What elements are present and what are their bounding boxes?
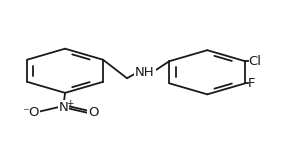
Text: ⁻O: ⁻O [22, 106, 40, 119]
Text: O: O [88, 106, 98, 119]
Text: N: N [59, 100, 68, 114]
Text: +: + [66, 99, 74, 108]
Text: Cl: Cl [248, 55, 261, 68]
Text: NH: NH [135, 66, 155, 79]
Text: F: F [248, 77, 256, 90]
